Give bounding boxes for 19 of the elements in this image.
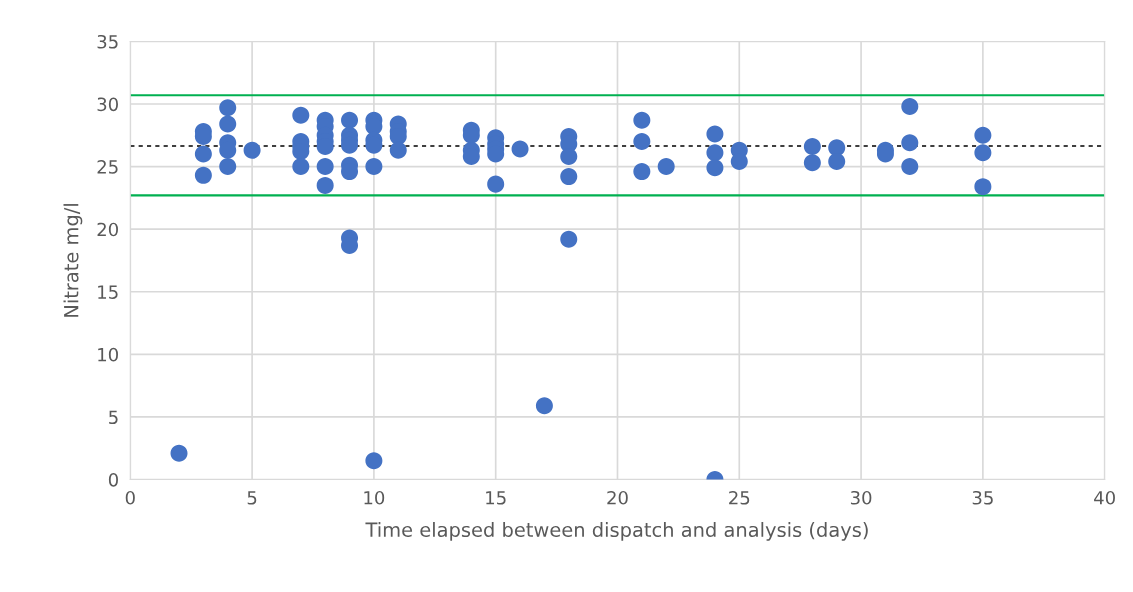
- y-tick-label: 25: [97, 160, 118, 174]
- x-tick-label: 10: [364, 490, 385, 505]
- y-tick-label: 10: [98, 347, 118, 362]
- y-tick-label: 0: [108, 472, 118, 487]
- y-tick-label: 35: [97, 34, 118, 49]
- x-tick-label: 0: [125, 490, 135, 505]
- y-axis-title: Nitrate mg/l: [63, 204, 83, 317]
- y-tick-label: 5: [109, 410, 118, 425]
- x-tick-label: 40: [1094, 490, 1115, 505]
- x-tick-label: 5: [247, 491, 257, 505]
- y-tick-label: 20: [97, 222, 118, 237]
- x-tick-label: 25: [729, 490, 750, 505]
- x-axis-title: Time elapsed between dispatch and analysis (days): [365, 521, 868, 541]
- x-tick-label: 20: [607, 490, 628, 505]
- y-tick-label: 15: [98, 285, 118, 299]
- x-tick-label: 15: [486, 491, 506, 505]
- y-tick-label: 30: [97, 97, 118, 112]
- x-tick-label: 35: [972, 490, 993, 505]
- x-tick-label: 30: [850, 490, 872, 505]
